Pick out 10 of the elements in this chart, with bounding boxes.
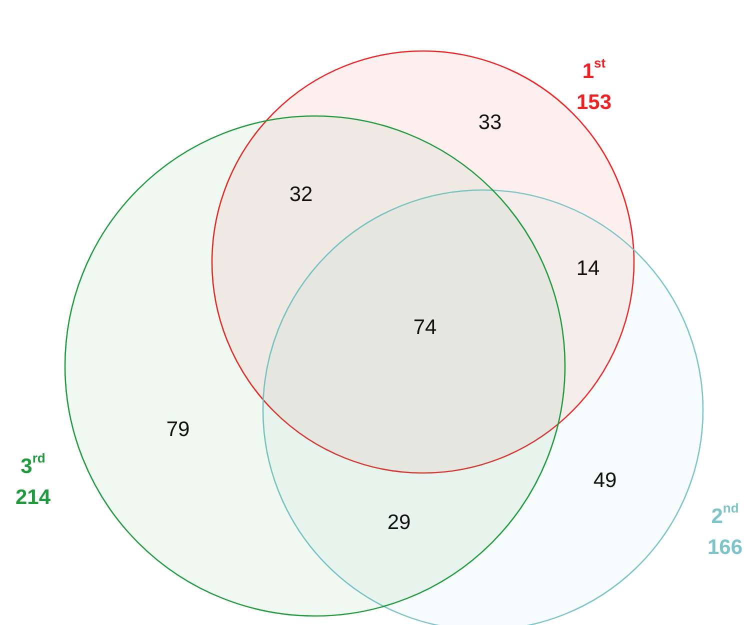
data-label: 153 [576, 90, 612, 114]
text: 32 [289, 182, 313, 206]
text: 33 [478, 110, 502, 134]
data-label: 214 [15, 486, 51, 509]
text: 49 [593, 468, 617, 492]
text: 79 [166, 418, 190, 441]
text: 29 [387, 510, 411, 534]
data-label: 166 [707, 536, 743, 559]
text: 74 [413, 316, 437, 339]
text: 14 [576, 256, 600, 280]
